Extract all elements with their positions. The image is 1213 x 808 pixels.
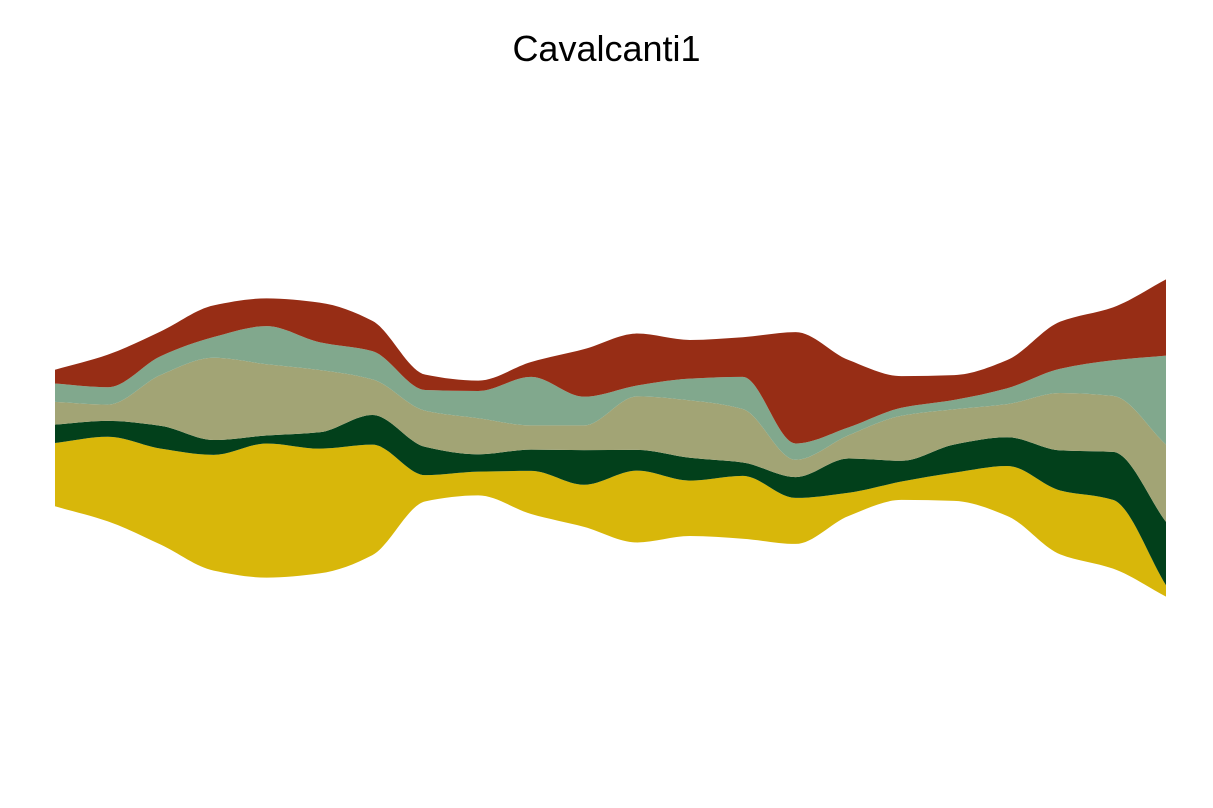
chart-title: Cavalcanti1: [512, 28, 701, 69]
stream-layer-4: [55, 326, 1166, 460]
stream-layer-2: [55, 414, 1166, 586]
stream-layer-1: [55, 436, 1166, 597]
stream-layer-3: [55, 357, 1166, 522]
stream-layer-5: [55, 279, 1166, 444]
